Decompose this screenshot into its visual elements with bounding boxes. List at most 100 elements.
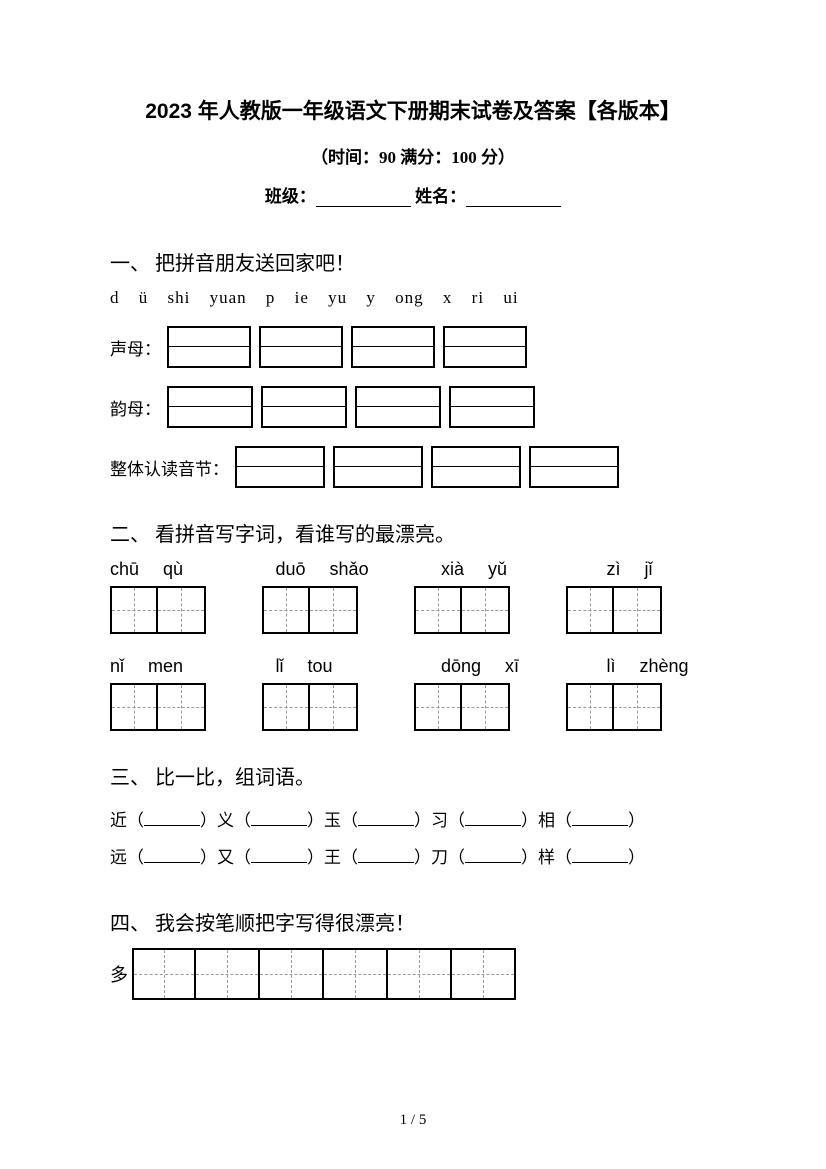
- compose-char: 义: [217, 811, 234, 830]
- compose-char: 相: [538, 811, 555, 830]
- answer-box[interactable]: [449, 386, 535, 428]
- pinyin-syllable: zì: [607, 559, 621, 580]
- pinyin-list: d ü shi yuan p ie yu y ong x ri ui: [110, 288, 716, 308]
- pinyin-syllable: duō: [276, 559, 306, 580]
- pinyin-syllable: dōng: [441, 656, 481, 677]
- word-blank[interactable]: [144, 812, 200, 826]
- word-blank[interactable]: [251, 812, 307, 826]
- pinyin-item: ü: [139, 288, 149, 307]
- answer-box[interactable]: [167, 386, 253, 428]
- yunmu-label: 韵母：: [110, 395, 161, 420]
- pinyin-syllable: tou: [308, 656, 333, 677]
- section-4-heading: 四、 我会按笔顺把字写得很漂亮！: [110, 907, 716, 936]
- section-3: 三、 比一比，组词语。 近（）义（）玉（）习（）相（） 远（）又（）王（）刀（）…: [110, 761, 716, 877]
- pinyin-syllable: yǔ: [488, 559, 507, 580]
- pinyin-item: p: [266, 288, 276, 307]
- answer-box[interactable]: [529, 446, 619, 488]
- pinyin-syllable: men: [148, 656, 183, 677]
- pinyin-item: shi: [168, 288, 191, 307]
- pinyin-item: ui: [503, 288, 518, 307]
- compose-char: 刀: [431, 848, 448, 867]
- pinyin-row-1: chūqù duōshǎo xiàyǔ zìjǐ: [110, 559, 716, 580]
- char-write-box[interactable]: [614, 586, 662, 634]
- answer-box[interactable]: [259, 326, 343, 368]
- compose-char: 习: [431, 811, 448, 830]
- pinyin-syllable: zhèng: [640, 656, 689, 677]
- answer-box[interactable]: [443, 326, 527, 368]
- char-write-box[interactable]: [262, 683, 310, 731]
- pinyin-syllable: qù: [163, 559, 183, 580]
- char-write-box[interactable]: [462, 586, 510, 634]
- pinyin-item: ie: [295, 288, 309, 307]
- char-write-box[interactable]: [158, 683, 206, 731]
- name-blank[interactable]: [466, 191, 561, 207]
- char-write-box[interactable]: [110, 683, 158, 731]
- page-number: 1 / 5: [0, 1112, 826, 1129]
- char-write-box[interactable]: [110, 586, 158, 634]
- stroke-write-box[interactable]: [260, 948, 324, 1000]
- stroke-write-box[interactable]: [132, 948, 196, 1000]
- pinyin-syllable: xī: [505, 656, 519, 677]
- answer-box[interactable]: [167, 326, 251, 368]
- answer-box[interactable]: [431, 446, 521, 488]
- stroke-write-box[interactable]: [324, 948, 388, 1000]
- word-blank[interactable]: [572, 812, 628, 826]
- char-write-box[interactable]: [262, 586, 310, 634]
- compose-line-2: 远（）又（）王（）刀（）样（）: [110, 839, 716, 876]
- answer-box[interactable]: [351, 326, 435, 368]
- compose-char: 远: [110, 848, 127, 867]
- compose-char: 样: [538, 848, 555, 867]
- char-write-box[interactable]: [566, 586, 614, 634]
- section-2: 二、 看拼音写字词，看谁写的最漂亮。 chūqù duōshǎo xiàyǔ z…: [110, 518, 716, 731]
- exam-subtitle: （时间：90 满分：100 分）: [110, 143, 716, 168]
- yunmu-row: 韵母：: [110, 386, 716, 428]
- pinyin-item: yuan: [210, 288, 247, 307]
- pinyin-syllable: xià: [441, 559, 464, 580]
- section-4: 四、 我会按笔顺把字写得很漂亮！ 多: [110, 907, 716, 1000]
- char-write-box[interactable]: [414, 683, 462, 731]
- word-blank[interactable]: [465, 812, 521, 826]
- compose-char: 玉: [324, 811, 341, 830]
- pinyin-syllable: chū: [110, 559, 139, 580]
- word-blank[interactable]: [251, 849, 307, 863]
- stroke-write-box[interactable]: [196, 948, 260, 1000]
- compose-char: 又: [217, 848, 234, 867]
- word-blank[interactable]: [465, 849, 521, 863]
- char-write-box[interactable]: [414, 586, 462, 634]
- answer-box[interactable]: [261, 386, 347, 428]
- stroke-row: 多: [110, 948, 716, 1000]
- char-boxes-row-1: [110, 586, 716, 634]
- pinyin-item: x: [443, 288, 453, 307]
- class-blank[interactable]: [316, 191, 411, 207]
- word-blank[interactable]: [358, 849, 414, 863]
- char-write-box[interactable]: [158, 586, 206, 634]
- pinyin-syllable: nǐ: [110, 656, 124, 677]
- answer-box[interactable]: [355, 386, 441, 428]
- zhengti-label: 整体认读音节：: [110, 455, 229, 480]
- char-write-box[interactable]: [310, 683, 358, 731]
- stroke-write-box[interactable]: [388, 948, 452, 1000]
- stroke-char-label: 多: [110, 961, 128, 987]
- pinyin-syllable: lì: [607, 656, 616, 677]
- word-blank[interactable]: [572, 849, 628, 863]
- pinyin-item: d: [110, 288, 120, 307]
- word-blank[interactable]: [144, 849, 200, 863]
- student-info-line: 班级： 姓名：: [110, 182, 716, 207]
- pinyin-syllable: shǎo: [330, 559, 369, 580]
- shengmu-row: 声母：: [110, 326, 716, 368]
- answer-box[interactable]: [235, 446, 325, 488]
- char-write-box[interactable]: [614, 683, 662, 731]
- answer-box[interactable]: [333, 446, 423, 488]
- pinyin-item: y: [366, 288, 376, 307]
- compose-char: 王: [324, 848, 341, 867]
- pinyin-item: yu: [328, 288, 347, 307]
- pinyin-row-2: nǐmen lǐtou dōngxī lìzhèng: [110, 656, 716, 677]
- compose-char: 近: [110, 811, 127, 830]
- stroke-write-box[interactable]: [452, 948, 516, 1000]
- char-write-box[interactable]: [566, 683, 614, 731]
- zhengti-row: 整体认读音节：: [110, 446, 716, 488]
- pinyin-item: ong: [395, 288, 424, 307]
- word-blank[interactable]: [358, 812, 414, 826]
- char-write-box[interactable]: [462, 683, 510, 731]
- char-write-box[interactable]: [310, 586, 358, 634]
